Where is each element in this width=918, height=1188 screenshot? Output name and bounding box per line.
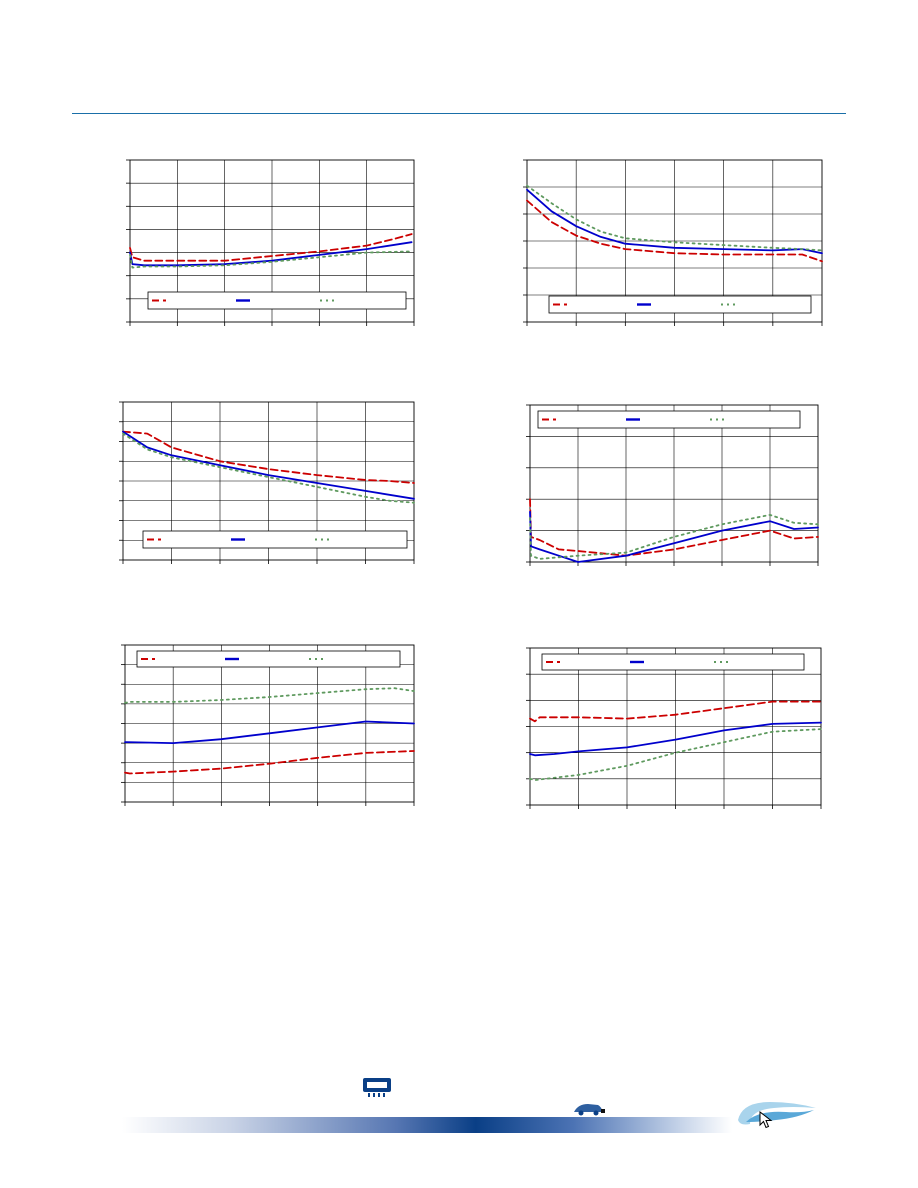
gridlines-2 [523, 159, 823, 326]
series-line-blue [529, 510, 819, 563]
legend [548, 295, 812, 314]
legend [136, 650, 401, 668]
series-line-green [124, 687, 415, 704]
header-divider [72, 113, 846, 114]
series-line-green [526, 184, 823, 252]
series-line-blue [124, 720, 415, 744]
series-line-green [122, 432, 415, 504]
legend [142, 530, 408, 549]
legend-box [537, 410, 801, 429]
swoosh-logo-icon [738, 1102, 816, 1125]
plot-frame [129, 159, 415, 323]
legend-box [541, 653, 805, 671]
series-line-red [129, 233, 413, 262]
gridlines-6 [526, 647, 822, 809]
car-logo-icon [574, 1104, 605, 1116]
legend [147, 291, 407, 310]
footer-gradient-bar [122, 1117, 732, 1133]
series-line-blue [529, 721, 822, 757]
legend [537, 410, 801, 429]
series-line-blue [526, 188, 823, 255]
series-line-red [529, 700, 822, 723]
series-line-red [526, 199, 823, 263]
series-line-red [124, 750, 415, 775]
plot-frame [526, 159, 823, 323]
cursor-icon [759, 1111, 773, 1129]
plot-frame [529, 404, 819, 563]
gridlines-4 [526, 404, 819, 566]
legend-box [142, 530, 408, 549]
legend-box [548, 295, 812, 314]
legend-box [136, 650, 401, 668]
legend [541, 653, 805, 671]
series-line-green [529, 728, 822, 781]
chip-icon [363, 1078, 391, 1097]
series-line-red [122, 430, 415, 484]
plot-frame [529, 647, 822, 806]
series-line-green [529, 514, 819, 560]
plot-frame [122, 401, 415, 561]
legend-box [147, 291, 407, 310]
series-line-blue [122, 430, 415, 500]
series-line-blue [129, 241, 413, 267]
